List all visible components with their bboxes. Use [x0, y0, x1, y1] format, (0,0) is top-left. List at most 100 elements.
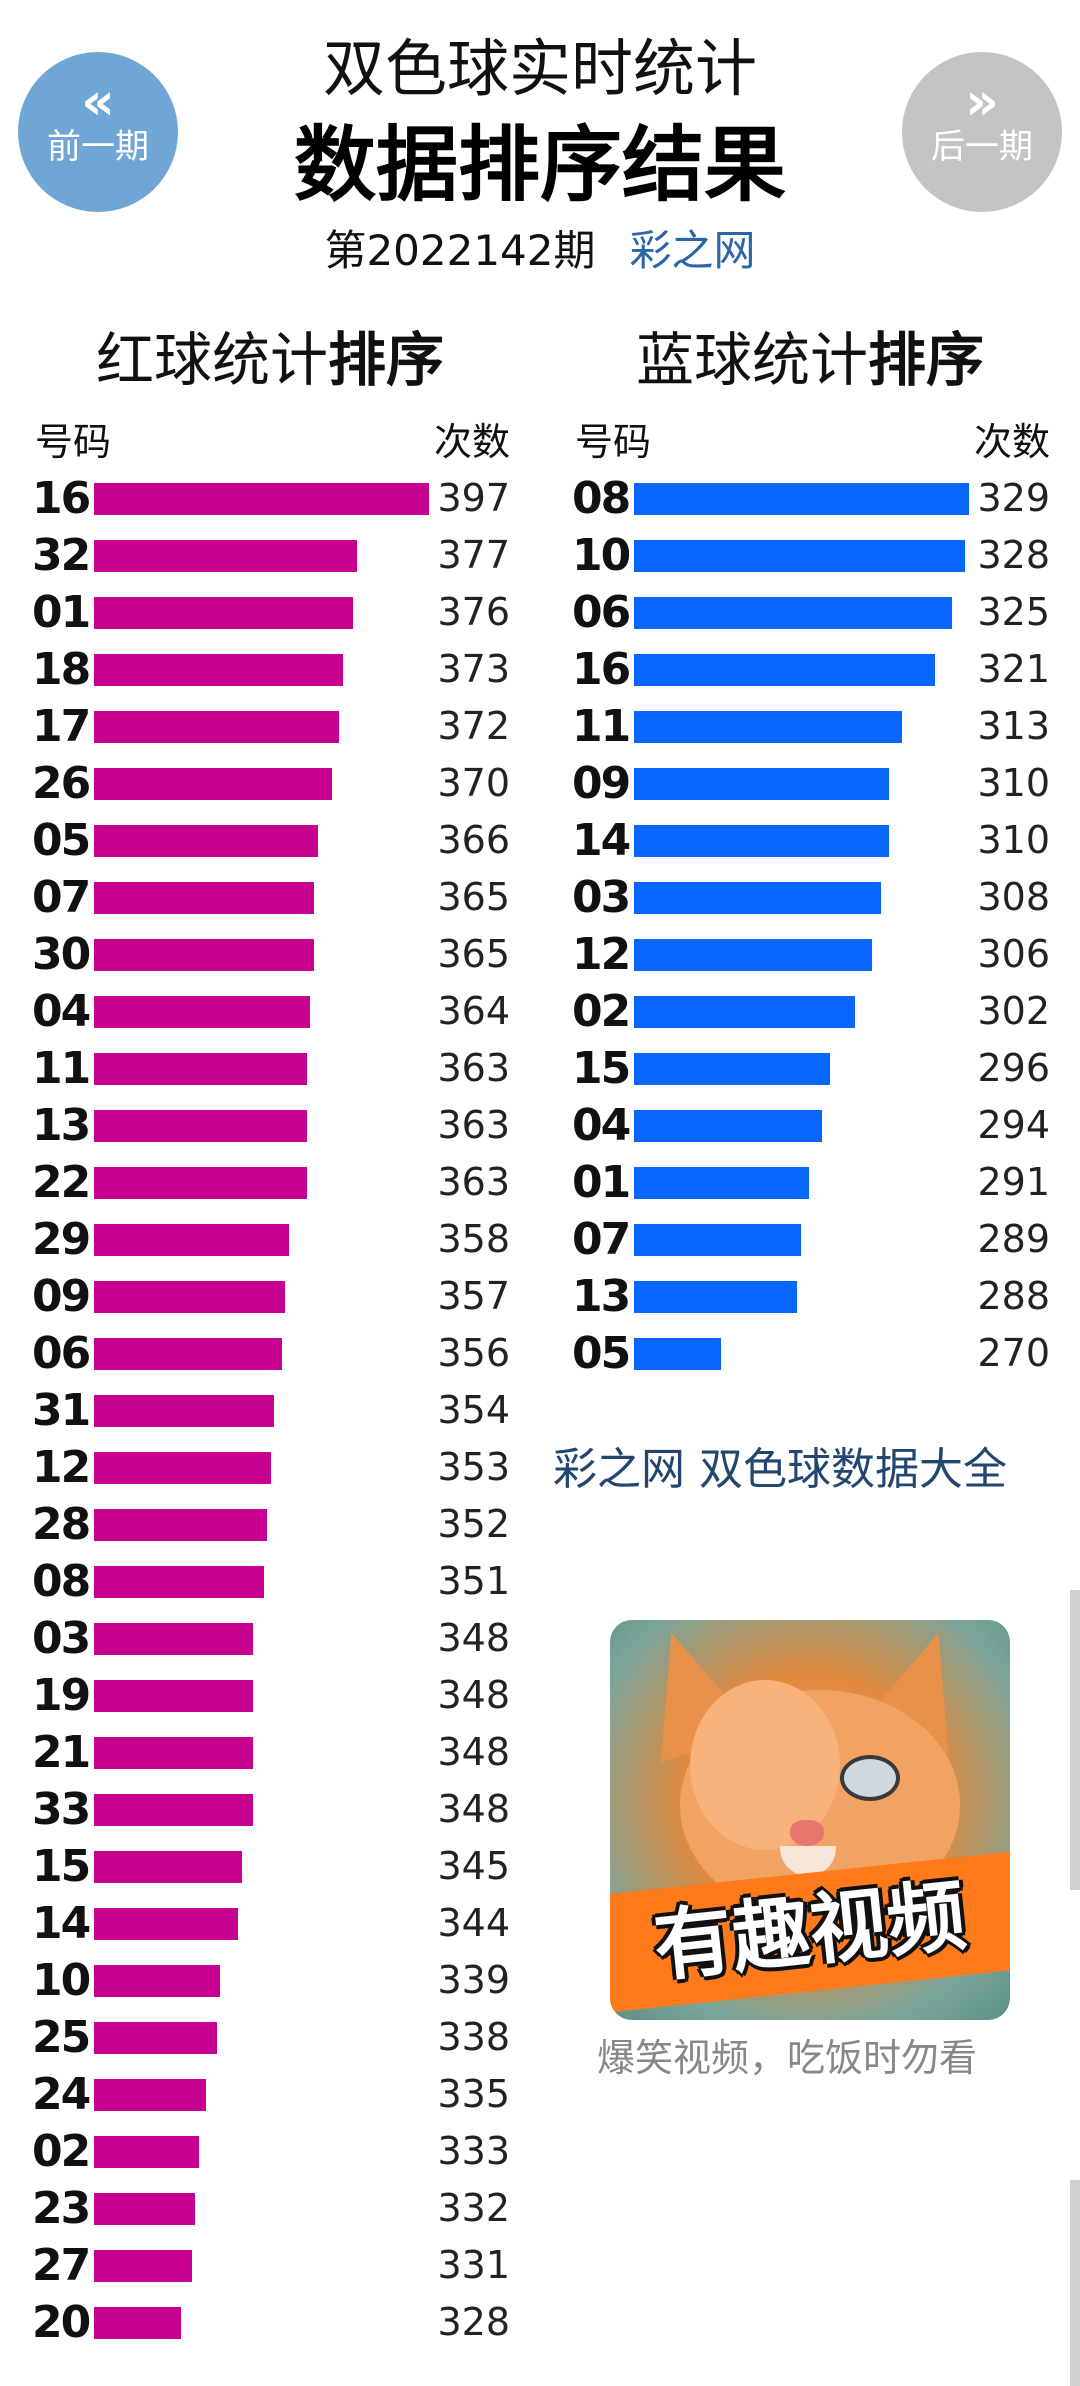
red-count-value: 345 — [437, 1844, 510, 1888]
next-issue-button[interactable]: » 后一期 — [902, 52, 1062, 212]
red-count-bar — [94, 1737, 253, 1769]
red-count-bar — [94, 1338, 282, 1370]
red-title-bold: 排序 — [328, 326, 445, 394]
video-caption: 有趣视频 — [650, 1870, 970, 1994]
blue-count-value: 294 — [977, 1103, 1050, 1147]
page-header: 双色球实时统计 数据排序结果 第2022142期 彩之网 — [0, 24, 1080, 284]
red-ball-number: 10 — [32, 1955, 91, 2006]
blue-count-value: 288 — [977, 1274, 1050, 1318]
red-ball-number: 27 — [32, 2240, 91, 2291]
blue-count-bar — [634, 1053, 830, 1085]
red-count-bar — [94, 996, 310, 1028]
video-thumbnail[interactable]: 有趣视频 — [610, 1620, 1010, 2020]
blue-row: 08 329 — [570, 470, 1050, 527]
red-row: 20 328 — [30, 2294, 510, 2351]
red-ball-number: 18 — [32, 644, 91, 695]
red-row: 28 352 — [30, 1496, 510, 1553]
red-ball-number: 30 — [32, 929, 91, 980]
red-count-bar — [94, 939, 314, 971]
red-row: 11 363 — [30, 1040, 510, 1097]
red-ball-number: 21 — [32, 1727, 91, 1778]
red-count-value: 363 — [437, 1046, 510, 1090]
red-row: 05 366 — [30, 812, 510, 869]
red-count-value: 366 — [437, 818, 510, 862]
red-ball-number: 09 — [32, 1271, 91, 1322]
red-row: 24 335 — [30, 2066, 510, 2123]
red-ball-number: 25 — [32, 2012, 91, 2063]
blue-count-value: 306 — [977, 932, 1050, 976]
red-ball-number: 33 — [32, 1784, 91, 1835]
blue-ball-number: 12 — [572, 929, 631, 980]
blue-count-bar — [634, 768, 889, 800]
red-count-value: 348 — [437, 1616, 510, 1660]
blue-count-bar — [634, 996, 855, 1028]
scrollbar-thumb[interactable] — [1070, 1590, 1080, 1890]
red-row: 21 348 — [30, 1724, 510, 1781]
red-ball-number: 31 — [32, 1385, 91, 1436]
red-count-bar — [94, 2022, 217, 2054]
blue-table-header: 号码 次数 — [570, 414, 1050, 470]
blue-ball-number: 08 — [572, 473, 631, 524]
blue-title-bold: 排序 — [868, 326, 985, 394]
red-ball-number: 15 — [32, 1841, 91, 1892]
red-ball-number: 14 — [32, 1898, 91, 1949]
red-row: 14 344 — [30, 1895, 510, 1952]
red-count-bar — [94, 1566, 264, 1598]
red-count-bar — [94, 1395, 274, 1427]
blue-row: 10 328 — [570, 527, 1050, 584]
red-title-plain: 红球统计 — [95, 326, 328, 394]
red-count-value: 333 — [437, 2129, 510, 2173]
red-count-value: 335 — [437, 2072, 510, 2116]
red-row: 16 397 — [30, 470, 510, 527]
red-count-bar — [94, 1110, 307, 1142]
red-count-value: 357 — [437, 1274, 510, 1318]
cat-eye — [840, 1755, 900, 1801]
blue-count-value: 296 — [977, 1046, 1050, 1090]
red-row: 06 356 — [30, 1325, 510, 1382]
video-description-link[interactable]: 爆笑视频，吃饭时勿看 — [597, 2036, 978, 2080]
red-count-value: 354 — [437, 1388, 510, 1432]
blue-count-header: 次数 — [973, 420, 1050, 464]
red-count-bar — [94, 1623, 253, 1655]
red-ball-number: 23 — [32, 2183, 91, 2234]
blue-count-value: 325 — [977, 590, 1050, 634]
issue-number: 第2022142期 — [324, 226, 596, 275]
red-count-bar — [94, 768, 332, 800]
red-ball-number: 28 — [32, 1499, 91, 1550]
red-count-bar — [94, 1851, 242, 1883]
red-count-bar — [94, 1965, 220, 1997]
red-count-value: 363 — [437, 1160, 510, 1204]
red-row: 08 351 — [30, 1553, 510, 1610]
data-collection-link[interactable]: 彩之网 双色球数据大全 — [553, 1444, 1007, 1495]
blue-count-bar — [634, 654, 935, 686]
red-count-value: 328 — [437, 2300, 510, 2344]
blue-number-header: 号码 — [575, 420, 652, 464]
red-count-bar — [94, 2079, 206, 2111]
blue-count-bar — [634, 939, 872, 971]
red-row: 03 348 — [30, 1610, 510, 1667]
blue-row: 02 302 — [570, 983, 1050, 1040]
red-ball-number: 16 — [32, 473, 91, 524]
red-ball-number: 22 — [32, 1157, 91, 1208]
blue-row: 14 310 — [570, 812, 1050, 869]
red-ball-number: 29 — [32, 1214, 91, 1265]
blue-ball-number: 05 — [572, 1328, 631, 1379]
site-link[interactable]: 彩之网 — [629, 226, 756, 275]
previous-issue-button[interactable]: « 前一期 — [18, 52, 178, 212]
red-count-bar — [94, 1281, 285, 1313]
red-row: 13 363 — [30, 1097, 510, 1154]
blue-count-value: 328 — [977, 533, 1050, 577]
blue-row: 03 308 — [570, 869, 1050, 926]
red-ball-number: 08 — [32, 1556, 91, 1607]
blue-title-plain: 蓝球统计 — [635, 326, 868, 394]
red-row: 01 376 — [30, 584, 510, 641]
blue-row: 11 313 — [570, 698, 1050, 755]
blue-count-value: 308 — [977, 875, 1050, 919]
blue-row: 15 296 — [570, 1040, 1050, 1097]
blue-row: 16 321 — [570, 641, 1050, 698]
red-count-bar — [94, 2307, 181, 2339]
red-ball-number: 20 — [32, 2297, 91, 2348]
red-count-value: 353 — [437, 1445, 510, 1489]
blue-count-value: 289 — [977, 1217, 1050, 1261]
red-count-value: 377 — [437, 533, 510, 577]
